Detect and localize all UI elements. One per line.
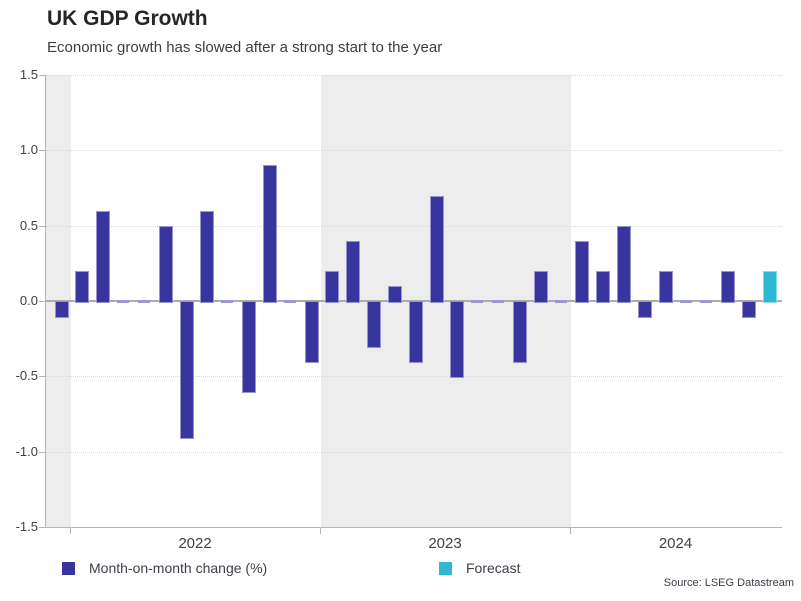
y-axis-tick-mark xyxy=(39,451,45,453)
bar-apr-2023 xyxy=(387,285,402,303)
legend-item-forecast: Forecast xyxy=(439,560,520,576)
y-axis-tick-mark xyxy=(39,225,45,227)
bar-nov-2022 xyxy=(283,299,296,303)
bar-dec-2023 xyxy=(554,299,567,303)
y-axis-tick-label-1.5: 1.5 xyxy=(19,67,38,82)
bar-feb-2023 xyxy=(346,240,361,303)
bar-jan-2022 xyxy=(75,270,90,303)
bar-sep-2024 xyxy=(742,301,757,319)
y-axis-tick-label-0: 0.0 xyxy=(19,293,38,308)
bar-aug-2022 xyxy=(221,299,234,303)
bar-nov-2023 xyxy=(533,270,548,303)
y-axis-tick-mark xyxy=(39,75,45,76)
x-axis-tick-mark-2022 xyxy=(70,528,71,534)
y-axis-tick-mark xyxy=(39,150,45,152)
x-axis-year-label-2024: 2024 xyxy=(658,535,693,552)
bar-sep-2023 xyxy=(492,299,505,303)
forecast-swatch-icon xyxy=(439,561,452,575)
legend-label-monthly: Month-on-month change (%) xyxy=(89,560,268,576)
bar-apr-2024 xyxy=(637,301,652,319)
bar-jun-2023 xyxy=(429,195,444,303)
bar-dec-2021 xyxy=(54,301,69,319)
x-axis-year-label-2023: 2023 xyxy=(428,535,462,552)
y-axis-tick-mark xyxy=(39,376,45,378)
bar-jul-2022 xyxy=(200,210,215,303)
bar-jul-2024 xyxy=(700,299,713,303)
bar-jun-2024 xyxy=(679,299,692,303)
bar-jan-2023 xyxy=(325,270,340,303)
bar-feb-2024 xyxy=(596,270,611,303)
forecast-bar-oct-2024 xyxy=(762,270,777,303)
bar-apr-2022 xyxy=(137,299,150,303)
bar-feb-2022 xyxy=(96,210,111,303)
bar-jan-2024 xyxy=(575,240,590,303)
chart-title: UK GDP Growth xyxy=(47,7,208,30)
legend-label-forecast: Forecast xyxy=(466,560,521,576)
plot-area xyxy=(45,75,782,528)
x-axis-tick-mark-2024 xyxy=(570,528,571,534)
bar-sep-2022 xyxy=(242,301,257,394)
x-axis-year-label-2022: 2022 xyxy=(178,535,212,552)
y-axis-tick-label-1: 1.0 xyxy=(19,142,38,158)
bar-dec-2022 xyxy=(304,301,319,364)
chart-subtitle: Economic growth has slowed after a stron… xyxy=(47,39,443,56)
y-axis-tick-label--1: -1.0 xyxy=(15,443,38,459)
y-axis-tick-label--0.5: -0.5 xyxy=(15,368,38,384)
y-axis-tick-mark xyxy=(39,301,45,302)
gridline-0.5 xyxy=(46,225,782,227)
source-credit: Source: LSEG Datastream xyxy=(663,577,794,589)
x-axis-tick-mark-2023 xyxy=(320,528,321,534)
bar-oct-2022 xyxy=(262,165,277,303)
gridline--0.5 xyxy=(46,376,782,378)
bar-may-2022 xyxy=(158,225,173,303)
monthly-change-swatch-icon xyxy=(62,561,75,575)
legend-item-monthly: Month-on-month change (%) xyxy=(62,560,267,576)
gridline-1.5 xyxy=(46,75,782,76)
bar-may-2023 xyxy=(408,301,423,364)
bar-may-2024 xyxy=(658,270,673,303)
bar-mar-2024 xyxy=(617,225,632,303)
bar-mar-2022 xyxy=(117,299,130,303)
bar-jul-2023 xyxy=(450,301,465,379)
bar-oct-2023 xyxy=(512,301,527,364)
gridline-1 xyxy=(46,150,782,152)
y-axis-tick-label-0.5: 0.5 xyxy=(19,217,38,233)
y-axis-tick-mark xyxy=(39,527,45,528)
bar-aug-2023 xyxy=(471,299,484,303)
bar-aug-2024 xyxy=(721,270,736,303)
gridline--1 xyxy=(46,451,782,453)
bar-jun-2022 xyxy=(179,301,194,439)
y-axis-tick-label--1.5: -1.5 xyxy=(15,519,38,534)
bar-mar-2023 xyxy=(367,301,382,349)
chart-legend: Month-on-month change (%) Forecast xyxy=(0,560,801,584)
